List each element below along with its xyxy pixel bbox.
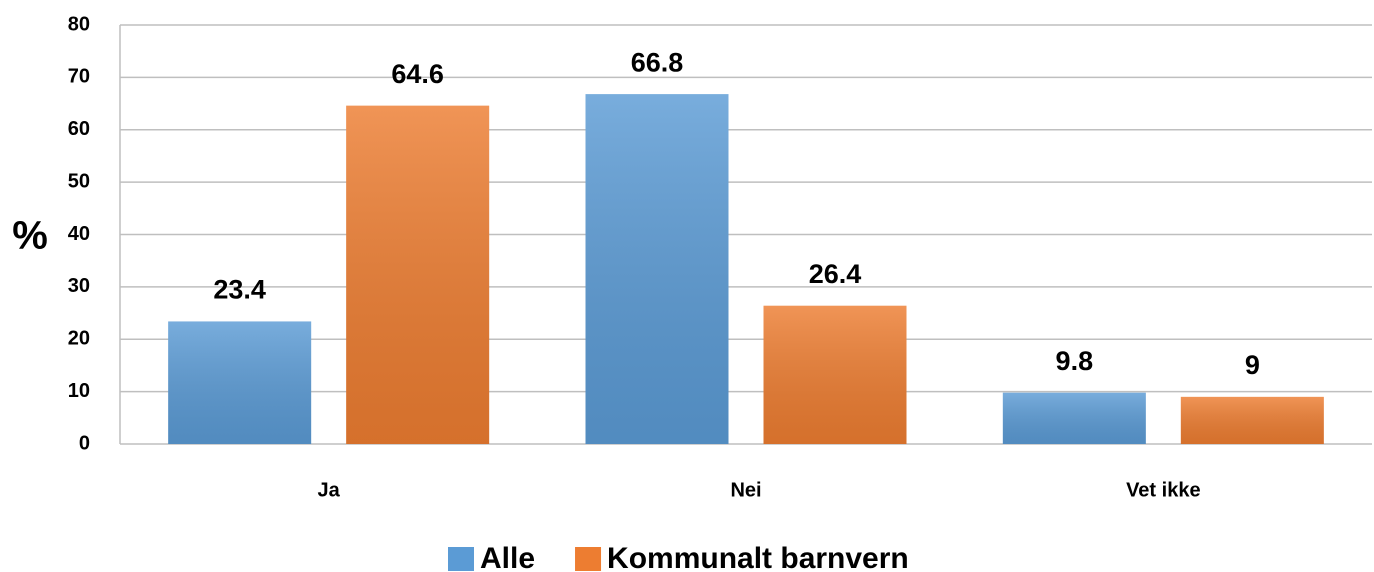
y-tick-label: 40	[68, 223, 90, 245]
x-tick-label: Nei	[730, 479, 761, 501]
y-tick-label: 20	[68, 328, 90, 350]
y-tick-label: 50	[68, 170, 90, 192]
bar-shade	[1180, 396, 1324, 444]
y-tick-label: 10	[68, 380, 90, 402]
bar-shade	[168, 321, 312, 444]
bar-shade	[1002, 392, 1146, 444]
y-tick-label: 60	[68, 118, 90, 140]
bar-shade	[346, 105, 490, 444]
value-label: 66.8	[631, 47, 684, 77]
x-tick-label: Vet ikke	[1126, 479, 1201, 501]
bar-shade	[585, 94, 729, 444]
value-label: 26.4	[809, 259, 862, 289]
legend-swatch	[575, 547, 602, 571]
x-tick-label: Ja	[318, 479, 341, 501]
bar-shade	[763, 305, 907, 444]
legend-swatch	[448, 547, 474, 571]
value-label: 23.4	[213, 275, 266, 305]
y-axis-label: %	[12, 214, 48, 258]
y-tick-label: 80	[68, 13, 90, 35]
value-label: 9	[1245, 350, 1260, 380]
value-label: 64.6	[391, 59, 444, 89]
y-tick-label: 30	[68, 275, 90, 297]
legend-label: Kommunalt barnvern	[607, 542, 909, 572]
y-tick-label: 0	[79, 432, 90, 454]
legend-label: Alle	[480, 542, 535, 572]
value-label: 9.8	[1056, 346, 1094, 376]
y-tick-label: 70	[68, 66, 90, 88]
